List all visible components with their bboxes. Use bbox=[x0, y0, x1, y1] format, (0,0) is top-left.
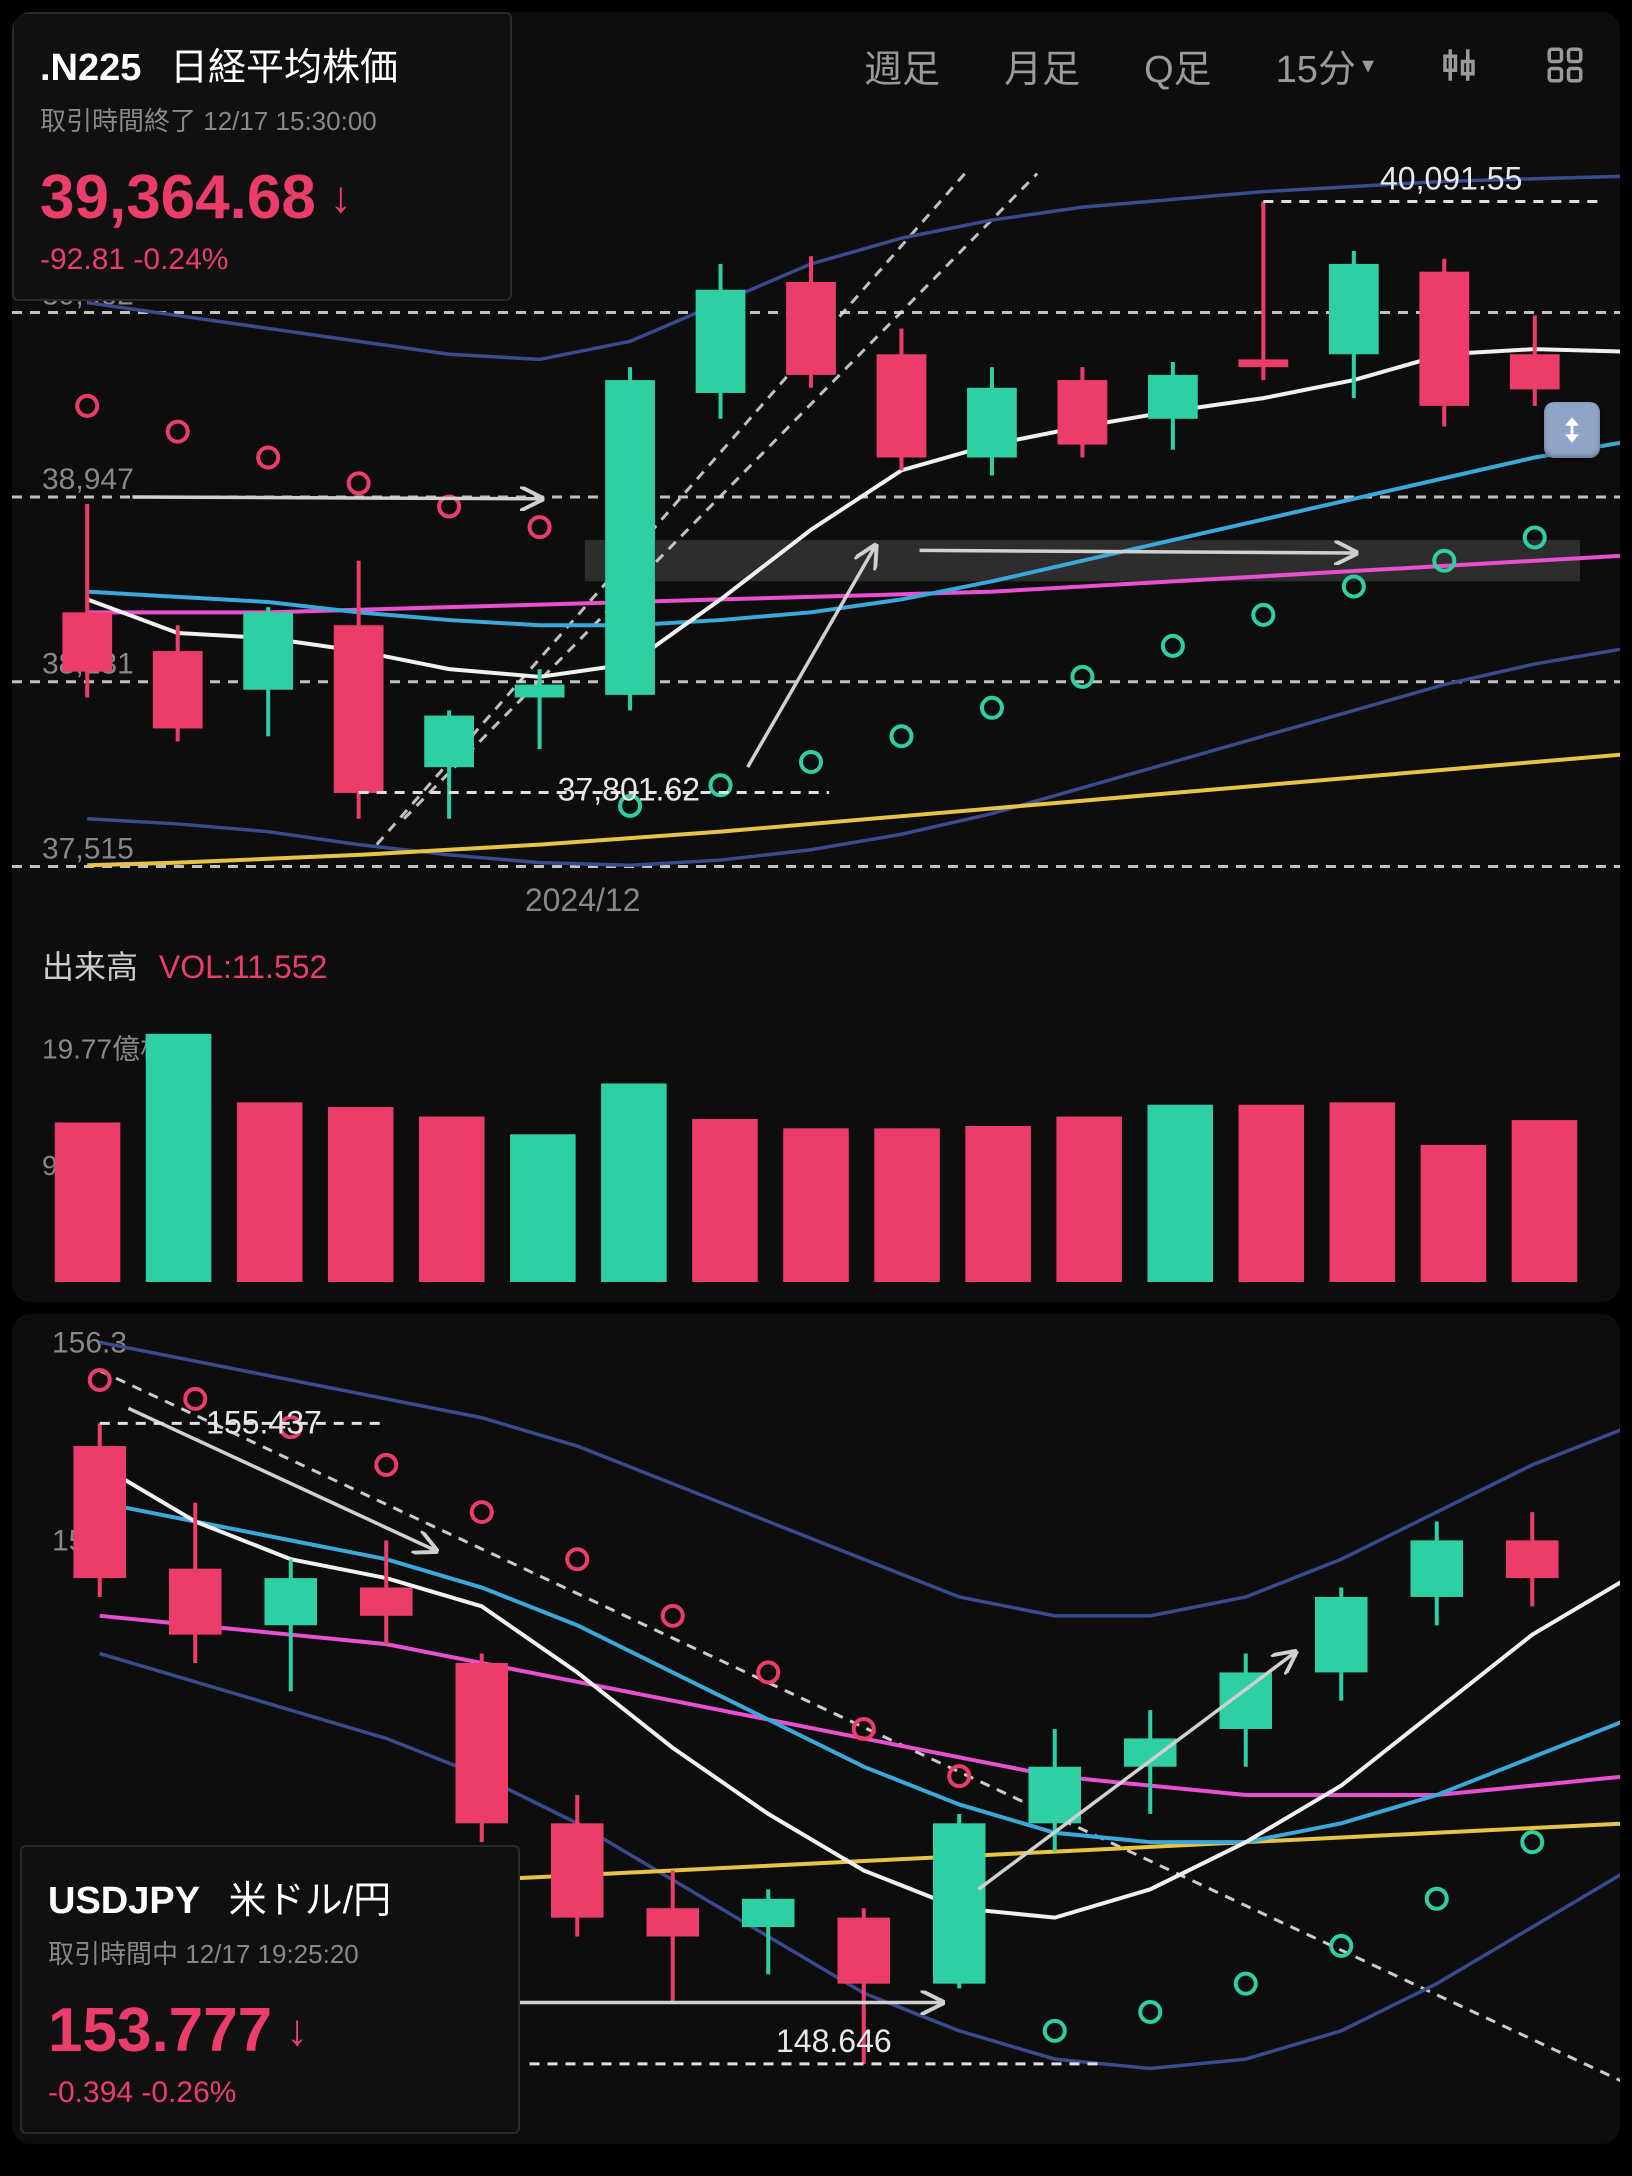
svg-text:155.437: 155.437 bbox=[206, 1404, 322, 1440]
down-arrow-icon: ↓ bbox=[330, 173, 352, 223]
svg-text:156.3: 156.3 bbox=[52, 1326, 127, 1359]
volume-title: 出来高 bbox=[42, 949, 138, 985]
interval-selector[interactable]: 15分 ▾ bbox=[1276, 38, 1374, 93]
n225-date-label: 2024/12 bbox=[525, 882, 641, 919]
tab-week[interactable]: 週足 bbox=[864, 38, 940, 93]
usdjpy-panel: 156.3154.2155.437148.646 USDJPY 米ドル/円 取引… bbox=[12, 1314, 1620, 2144]
volume-header: 出来高 VOL:11.552 bbox=[42, 942, 327, 988]
n225-info-box: .N225 日経平均株価 取引時間終了 12/17 15:30:00 39,36… bbox=[12, 12, 512, 301]
n225-timestamp: 12/17 15:30:00 bbox=[203, 106, 377, 136]
svg-text:37,801.62: 37,801.62 bbox=[558, 771, 700, 807]
candle-style-icon[interactable] bbox=[1438, 44, 1480, 86]
n225-name: 日経平均株価 bbox=[170, 47, 398, 89]
svg-text:148.646: 148.646 bbox=[776, 2023, 892, 2059]
n225-price: 39,364.68 bbox=[40, 162, 316, 233]
chevron-down-icon: ▾ bbox=[1362, 51, 1374, 80]
resize-handle[interactable] bbox=[1544, 402, 1600, 458]
down-arrow-icon: ↓ bbox=[286, 2006, 308, 2056]
n225-panel: 週足 月足 Q足 15分 ▾ .N225 日経平均株価 取引時間終了 12 bbox=[12, 12, 1620, 1302]
interval-label: 15分 bbox=[1276, 38, 1356, 93]
usdjpy-ticker: USDJPY bbox=[48, 1880, 200, 1922]
svg-text:38,947: 38,947 bbox=[42, 463, 134, 496]
usdjpy-price: 153.777 bbox=[48, 1995, 272, 2066]
usdjpy-info-box: USDJPY 米ドル/円 取引時間中 12/17 19:25:20 153.77… bbox=[20, 1845, 520, 2134]
svg-text:40,091.55: 40,091.55 bbox=[1380, 160, 1522, 196]
usdjpy-change-abs: -0.394 bbox=[48, 2076, 133, 2109]
grid-menu-icon[interactable] bbox=[1544, 44, 1586, 86]
svg-text:37,515: 37,515 bbox=[42, 833, 134, 866]
usdjpy-name: 米ドル/円 bbox=[229, 1880, 392, 1922]
n225-change-abs: -92.81 bbox=[40, 243, 125, 276]
tab-quarter[interactable]: Q足 bbox=[1144, 38, 1212, 93]
n225-ticker: .N225 bbox=[40, 47, 141, 89]
usdjpy-timestamp: 12/17 19:25:20 bbox=[185, 1939, 359, 1969]
n225-change-pct: -0.24% bbox=[133, 243, 228, 276]
volume-chart[interactable]: 19.77億株9.89 bbox=[42, 972, 1590, 1282]
n225-status: 取引時間終了 bbox=[40, 106, 196, 136]
volume-value: VOL:11.552 bbox=[159, 949, 327, 985]
tab-month[interactable]: 月足 bbox=[1004, 38, 1080, 93]
usdjpy-status: 取引時間中 bbox=[48, 1939, 178, 1969]
usdjpy-change-pct: -0.26% bbox=[141, 2076, 236, 2109]
